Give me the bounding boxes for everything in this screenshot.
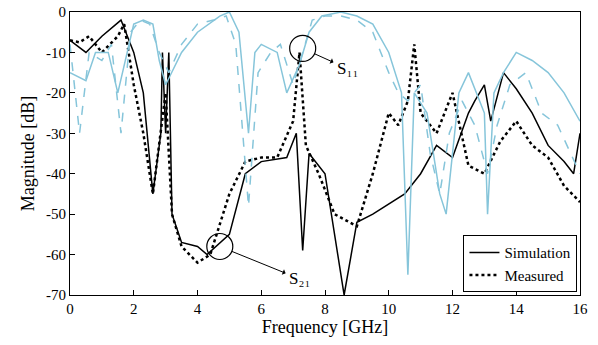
svg-text:S₁₁: S₁₁	[337, 59, 358, 78]
svg-text:Measured: Measured	[504, 268, 564, 284]
svg-text:S₂₁: S₂₁	[289, 269, 310, 288]
svg-text:10: 10	[381, 301, 396, 317]
svg-text:16: 16	[573, 301, 589, 317]
svg-text:14: 14	[509, 301, 525, 317]
svg-text:4: 4	[194, 301, 202, 317]
svg-text:-60: -60	[46, 247, 66, 263]
svg-text:-30: -30	[46, 126, 66, 142]
svg-text:0: 0	[59, 4, 67, 20]
svg-text:-50: -50	[46, 206, 66, 222]
svg-text:-10: -10	[46, 45, 66, 61]
svg-text:Frequency [GHz]: Frequency [GHz]	[262, 317, 388, 337]
svg-text:Simulation: Simulation	[504, 245, 570, 261]
svg-text:0: 0	[66, 301, 74, 317]
svg-text:2: 2	[130, 301, 138, 317]
svg-text:6: 6	[258, 301, 266, 317]
svg-text:-40: -40	[46, 166, 66, 182]
svg-text:8: 8	[321, 301, 329, 317]
svg-text:-70: -70	[46, 287, 66, 303]
svg-text:-20: -20	[46, 85, 66, 101]
svg-text:12: 12	[445, 301, 460, 317]
svg-text:Magnitude [dB]: Magnitude [dB]	[18, 96, 38, 211]
